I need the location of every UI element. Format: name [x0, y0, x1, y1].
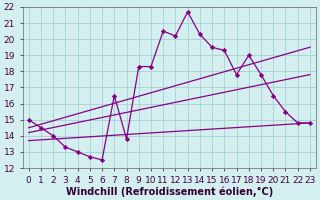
X-axis label: Windchill (Refroidissement éolien,°C): Windchill (Refroidissement éolien,°C): [66, 186, 273, 197]
